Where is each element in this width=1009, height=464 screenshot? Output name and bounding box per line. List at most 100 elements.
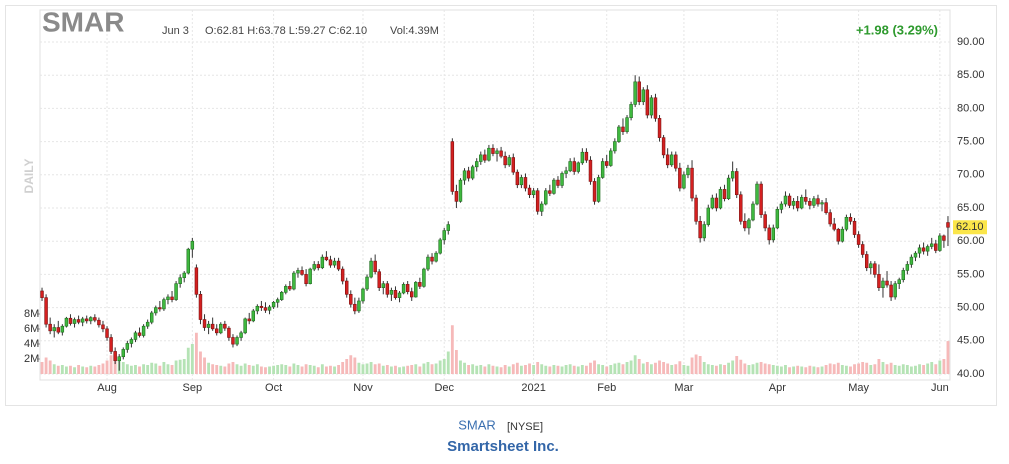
volume-bar xyxy=(154,363,158,374)
volume-bar xyxy=(479,365,483,374)
candle-body xyxy=(430,256,434,262)
candle-body xyxy=(442,230,446,241)
candle-body xyxy=(174,283,178,300)
volume-bar xyxy=(499,367,503,374)
candle-body xyxy=(617,126,621,142)
candle-body xyxy=(495,150,499,154)
volume-bar xyxy=(560,366,564,374)
volume-bar xyxy=(540,364,544,374)
volume-bar xyxy=(324,366,328,374)
volume-bar xyxy=(731,360,735,374)
x-tick-label: Nov xyxy=(353,382,373,394)
volume-bar xyxy=(658,360,661,374)
volume-bar xyxy=(231,362,235,374)
volume-bar xyxy=(495,366,499,374)
candle-body xyxy=(771,227,776,241)
volume-bar xyxy=(459,360,462,374)
volume-bar xyxy=(69,365,72,374)
volume-bar xyxy=(239,365,243,374)
volume-bar xyxy=(483,366,487,374)
volume-bar xyxy=(605,366,609,374)
volume-bar xyxy=(580,365,584,374)
candle-body xyxy=(747,219,751,229)
candle-body xyxy=(881,280,885,288)
volume-bar xyxy=(308,365,312,374)
candle-body xyxy=(158,307,162,310)
volume-bar xyxy=(454,350,458,374)
candle-body xyxy=(661,137,666,156)
candle-body xyxy=(113,351,117,362)
x-tick-label: 2021 xyxy=(521,382,545,394)
candle-body xyxy=(942,235,946,241)
volume-bar xyxy=(922,365,926,374)
volume-bar xyxy=(406,365,410,374)
volume-bar xyxy=(584,365,588,374)
volume-bar xyxy=(320,364,324,374)
volume-bar xyxy=(422,363,426,374)
candle-body xyxy=(202,319,207,328)
candle-body xyxy=(409,291,414,298)
candle-body xyxy=(474,161,479,168)
candle-body xyxy=(519,177,524,186)
candle-body xyxy=(893,283,897,298)
candle-body xyxy=(710,197,715,209)
volume-bar xyxy=(747,365,751,374)
volume-bar xyxy=(251,365,255,374)
volume-bar xyxy=(414,364,418,374)
candle-body xyxy=(227,327,231,338)
volume-bar xyxy=(158,365,162,374)
volume-bar xyxy=(869,365,873,374)
candle-body xyxy=(182,272,186,279)
candle-body xyxy=(751,203,755,221)
candle-body xyxy=(743,220,747,229)
footer-ticker[interactable]: SMAR xyxy=(458,417,496,432)
candle-body xyxy=(649,97,654,116)
candle-body xyxy=(44,297,48,325)
volume-bar xyxy=(800,366,804,374)
volume-bar xyxy=(666,363,670,374)
candle-body xyxy=(80,318,85,323)
candle-body xyxy=(633,81,637,105)
candle-body xyxy=(349,294,353,305)
volume-bar xyxy=(861,362,865,374)
volume-bar xyxy=(73,367,76,374)
candle-body xyxy=(466,170,471,179)
y-tick-label: 65.00 xyxy=(957,202,985,214)
volume-bar xyxy=(272,365,276,374)
volume-bar xyxy=(353,357,357,374)
candle-body xyxy=(381,283,386,288)
candle-body xyxy=(231,337,235,345)
candle-body xyxy=(604,161,609,166)
volume-bar xyxy=(398,367,401,374)
company-name[interactable]: Smartsheet Inc. xyxy=(447,438,559,455)
candle-body xyxy=(68,317,73,324)
volume-bar xyxy=(934,364,938,374)
candle-body xyxy=(76,319,81,323)
candle-body xyxy=(328,259,333,266)
candle-body xyxy=(251,310,256,322)
volume-bar xyxy=(686,365,690,374)
candle-body xyxy=(860,244,865,255)
candle-body xyxy=(149,312,154,323)
y-tick-label: 70.00 xyxy=(957,169,985,181)
volume-bar xyxy=(194,332,198,374)
candle-body xyxy=(369,260,373,278)
volume-bar xyxy=(44,357,48,374)
volume-bar xyxy=(901,364,905,374)
candle-body xyxy=(288,286,292,290)
candle-body xyxy=(609,150,613,166)
volume-bar xyxy=(719,364,722,374)
candle-body xyxy=(340,268,345,282)
candle-body xyxy=(856,234,861,245)
candle-body xyxy=(462,170,467,181)
volume-bar xyxy=(568,364,572,374)
volume-bar xyxy=(824,365,828,374)
candle-body xyxy=(162,299,166,310)
candle-body xyxy=(89,317,93,322)
candle-body xyxy=(279,292,284,300)
candle-body xyxy=(560,173,564,186)
plot-area xyxy=(39,9,951,381)
candle-body xyxy=(487,147,491,161)
candle-body xyxy=(840,228,845,242)
